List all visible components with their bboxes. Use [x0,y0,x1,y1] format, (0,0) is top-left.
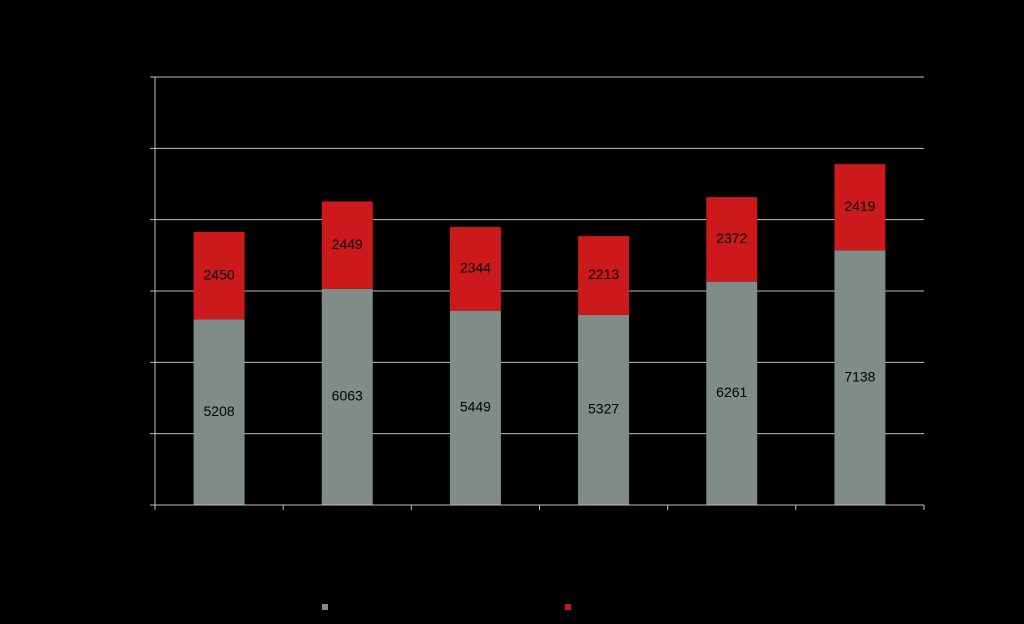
legend-marker [322,604,328,610]
bar-segment [578,315,630,505]
bar-segment [706,281,758,505]
data-label: 7138 [844,368,875,384]
data-label: 2449 [332,236,363,252]
data-label: 2419 [844,198,875,214]
data-label: 2344 [460,260,491,276]
bar-segment [321,288,373,505]
data-label: 2450 [204,266,235,282]
y-tick-label: 12000 [106,68,145,84]
data-label: 5327 [588,401,619,417]
y-tick-label: 8000 [114,210,145,226]
data-label: 2372 [716,230,747,246]
data-label: 6261 [716,384,747,400]
data-label: 2213 [588,266,619,282]
y-tick-label: 4000 [114,353,145,369]
legend-marker [565,604,571,610]
bar-segment [321,201,373,289]
bar-segment [449,227,501,311]
bar-segment [193,319,245,505]
bar-segment [834,250,886,505]
bar-segment [193,231,245,320]
bar-segment [834,164,886,251]
y-tick-label: 6000 [114,282,145,298]
bar-segment [706,197,758,282]
bar-segment [578,236,630,316]
data-label: 5208 [204,403,235,419]
data-label: 5449 [460,399,491,415]
y-tick-label: 10000 [106,139,145,155]
bar-segment [449,310,501,505]
y-tick-label: 2000 [114,424,145,440]
y-tick-label: 0 [137,496,145,512]
data-label: 6063 [332,388,363,404]
